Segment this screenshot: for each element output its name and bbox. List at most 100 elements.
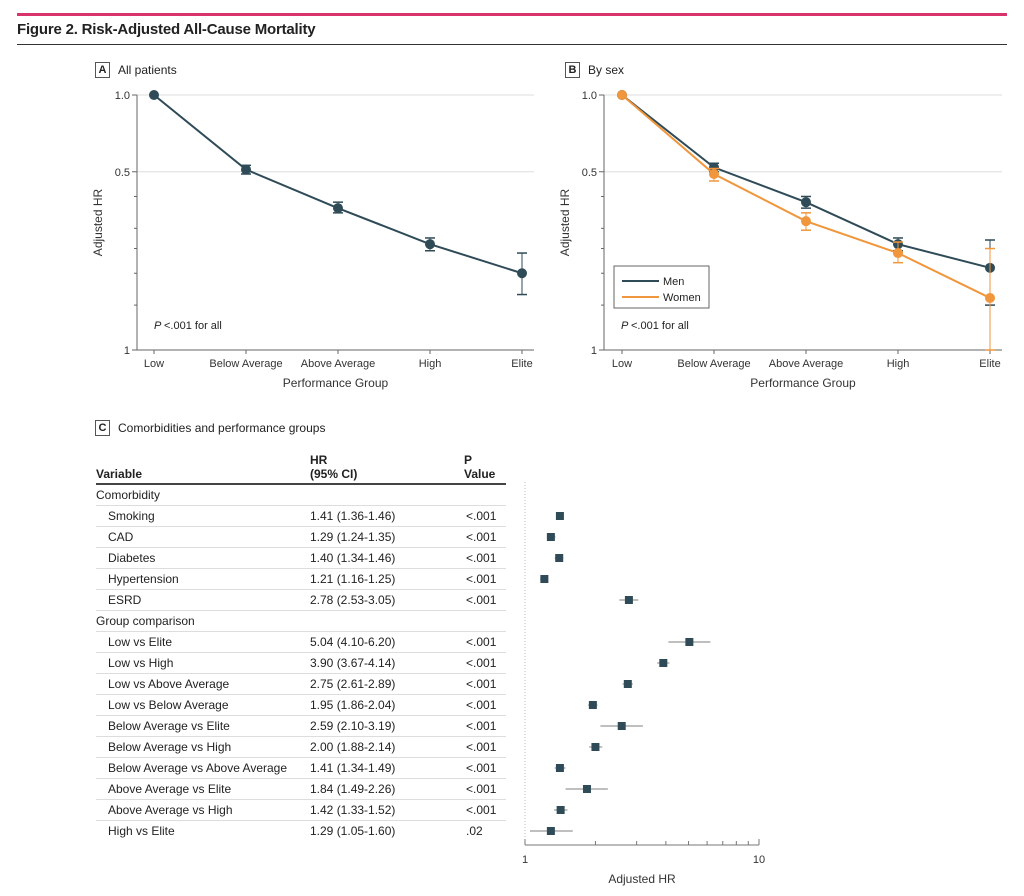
row-hr-ci: 1.21 (1.16-1.25) <box>310 572 396 586</box>
legend-box <box>613 265 710 309</box>
x-tick-label: Below Average <box>209 358 282 370</box>
group-header-row: Comorbidity <box>96 485 506 506</box>
y-axis-label: Adjusted HR <box>558 188 572 256</box>
x-tick-label: Above Average <box>769 358 843 370</box>
panel-b-title: By sex <box>588 63 625 77</box>
row-p-value: <.001 <box>466 656 497 670</box>
data-point <box>425 239 435 250</box>
row-p-value: <.001 <box>466 803 497 817</box>
row-p-value: <.001 <box>466 698 497 712</box>
x-tick-label: Low <box>612 358 632 370</box>
panel-b-header: B By sex <box>565 62 624 78</box>
row-hr-ci: 2.59 (2.10-3.19) <box>310 719 396 733</box>
row-variable: Below Average vs Elite <box>108 719 230 733</box>
row-variable: Low vs High <box>108 656 174 670</box>
row-p-value: <.001 <box>466 635 497 649</box>
row-variable: Hypertension <box>108 572 179 586</box>
row-hr-ci: 1.41 (1.36-1.46) <box>310 509 396 523</box>
table-row: Below Average vs Above Average 1.41 (1.34… <box>96 758 506 779</box>
legend-label-women: Women <box>663 292 701 304</box>
row-hr-ci: 5.04 (4.10-6.20) <box>310 635 396 649</box>
row-variable: Above Average vs Elite <box>108 782 232 796</box>
row-hr-ci: 2.00 (1.88-2.14) <box>310 740 396 754</box>
row-variable: Diabetes <box>108 551 156 565</box>
row-p-value: <.001 <box>466 572 497 586</box>
top-accent-rule <box>17 13 1007 16</box>
x-tick-label: High <box>419 358 442 370</box>
row-variable: Below Average vs High <box>108 740 232 754</box>
data-point <box>617 90 627 100</box>
y-tick-label: 0.5 <box>582 167 597 179</box>
row-p-value: <.001 <box>466 761 497 775</box>
table-row: Hypertension 1.21 (1.16-1.25) <.001 <box>96 569 506 590</box>
x-tick-label: 10 <box>753 854 765 866</box>
x-tick-label: Low <box>144 358 164 370</box>
figure-title: Figure 2. Risk-Adjusted All-Cause Mortal… <box>17 21 316 38</box>
row-hr-ci: 1.40 (1.34-1.46) <box>310 551 396 565</box>
x-tick-label: Above Average <box>301 358 375 370</box>
panel-a-chart: 1.0 0.5 1 Low Below Average Above Average High… <box>91 90 534 390</box>
row-variable: Below Average vs Above Average <box>108 761 288 775</box>
group-label: Group comparison <box>96 614 195 628</box>
x-axis-label: Performance Group <box>283 376 389 390</box>
x-tick-label: Elite <box>511 358 532 370</box>
row-p-value: .02 <box>466 824 483 838</box>
hr-marker <box>588 701 597 709</box>
x-axis-label: Adjusted HR <box>608 872 676 886</box>
data-point <box>149 90 159 100</box>
title-divider <box>17 44 1007 45</box>
data-point <box>709 169 719 179</box>
y-tick-label: 1 <box>591 345 597 357</box>
data-point <box>801 197 811 208</box>
row-hr-ci: 3.90 (3.67-4.14) <box>310 656 396 670</box>
x-tick-label: Elite <box>979 358 1000 370</box>
y-tick-label: 1.0 <box>115 90 130 102</box>
table-row: Above Average vs High 1.42 (1.33-1.52) <.0… <box>96 800 506 821</box>
row-variable: Low vs Below Average <box>108 698 229 712</box>
row-variable: Low vs Elite <box>108 635 173 649</box>
table-row: High vs Elite 1.29 (1.05-1.60) .02 <box>96 821 506 841</box>
table-row: Low vs Elite 5.04 (4.10-6.20) <.001 <box>96 632 506 653</box>
header-p-value: P Value <box>464 453 496 481</box>
row-variable: Low vs Above Average <box>108 677 230 691</box>
hr-marker <box>555 764 564 772</box>
row-variable: High vs Elite <box>108 824 175 838</box>
p-value-annotation: P <.001 for all <box>621 320 689 332</box>
y-axis-label: Adjusted HR <box>91 188 105 256</box>
row-p-value: <.001 <box>466 509 497 523</box>
table-row: Low vs Below Average 1.95 (1.86-2.04) <.00… <box>96 695 506 716</box>
x-tick-label: 1 <box>522 854 528 866</box>
data-point <box>241 164 251 175</box>
header-hr-line1: HR <box>310 453 328 467</box>
row-p-value: <.001 <box>466 530 497 544</box>
table-row: Low vs Above Average 2.75 (2.61-2.89) <.00… <box>96 674 506 695</box>
header-hr-line2: (95% CI) <box>310 467 358 481</box>
hr-marker <box>623 680 632 688</box>
row-variable: ESRD <box>108 593 142 607</box>
y-tick-label: 1.0 <box>582 90 597 102</box>
data-point <box>893 248 903 259</box>
table-row: Low vs High 3.90 (3.67-4.14) <.001 <box>96 653 506 674</box>
hr-marker <box>617 722 626 730</box>
table-row: Below Average vs Elite 2.59 (2.10-3.19) <.… <box>96 716 506 737</box>
header-variable: Variable <box>96 467 143 481</box>
hr-marker <box>555 554 564 562</box>
table-row: Below Average vs High 2.00 (1.88-2.14) <.0… <box>96 737 506 758</box>
row-p-value: <.001 <box>466 719 497 733</box>
row-hr-ci: 2.75 (2.61-2.89) <box>310 677 396 691</box>
table-row: Smoking 1.41 (1.36-1.46) <.001 <box>96 506 506 527</box>
row-hr-ci: 1.29 (1.24-1.35) <box>310 530 396 544</box>
row-p-value: <.001 <box>466 593 497 607</box>
data-point <box>333 203 343 214</box>
group-header-row: Group comparison <box>96 611 506 632</box>
row-hr-ci: 2.78 (2.53-3.05) <box>310 593 396 607</box>
hr-marker <box>582 785 591 793</box>
row-hr-ci: 1.41 (1.34-1.49) <box>310 761 396 775</box>
hr-marker <box>556 806 565 814</box>
hr-marker <box>624 596 633 604</box>
table-row: ESRD 2.78 (2.53-3.05) <.001 <box>96 590 506 611</box>
row-p-value: <.001 <box>466 677 497 691</box>
hr-marker <box>685 638 694 646</box>
hr-marker <box>546 533 555 541</box>
